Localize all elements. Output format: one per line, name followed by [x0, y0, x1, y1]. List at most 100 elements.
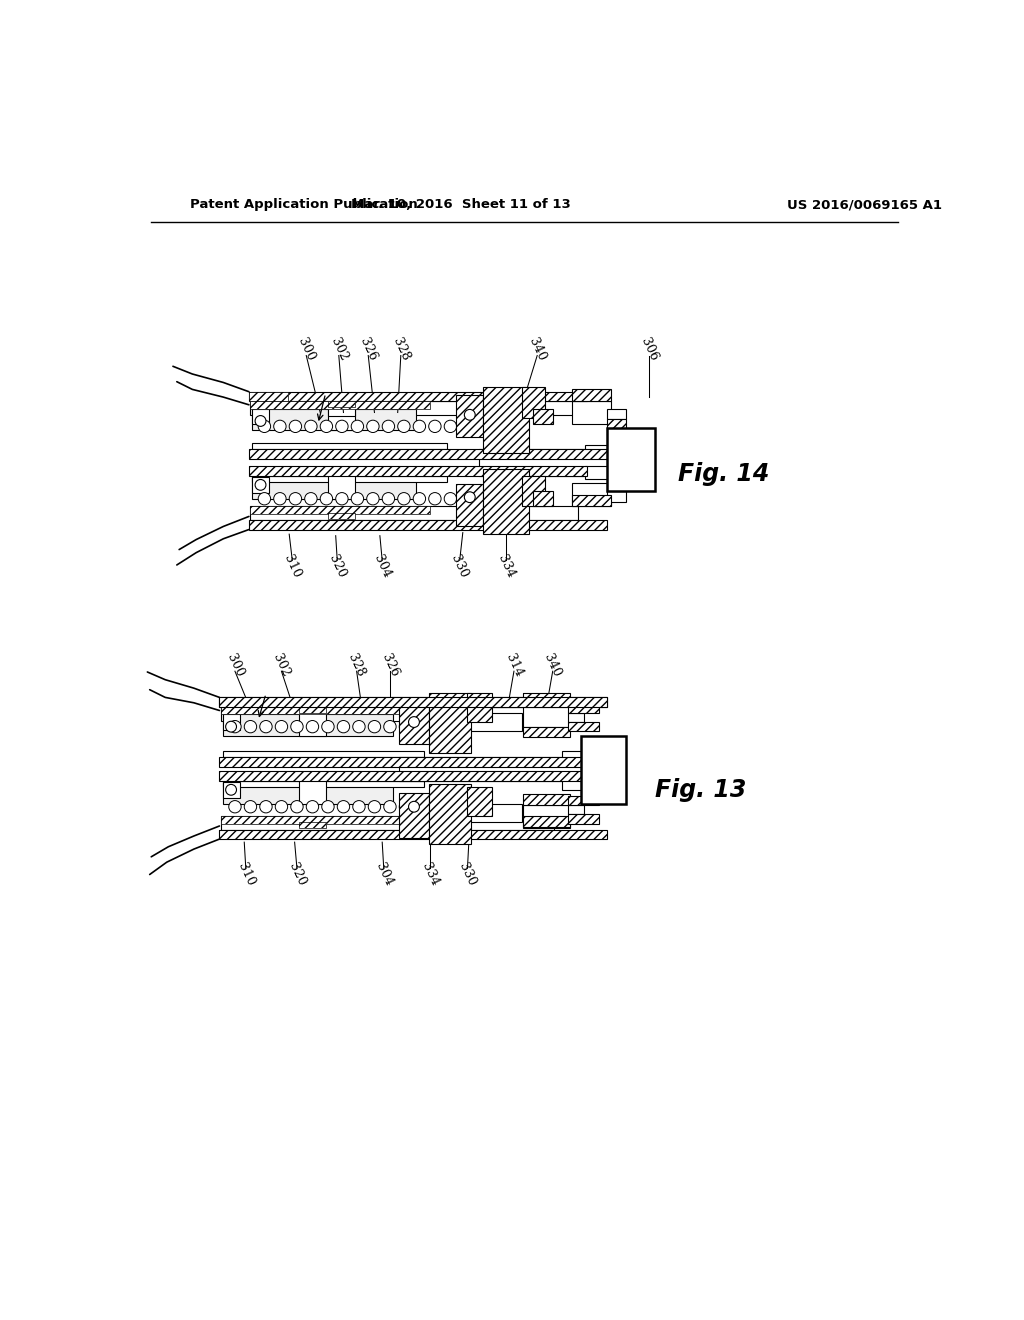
- Circle shape: [228, 721, 241, 733]
- Bar: [572, 389, 611, 401]
- Bar: [568, 713, 584, 722]
- Text: 302: 302: [328, 335, 350, 363]
- Bar: [483, 469, 529, 535]
- Bar: [607, 491, 627, 502]
- Bar: [582, 737, 627, 804]
- Text: Patent Application Publication: Patent Application Publication: [190, 198, 418, 211]
- Bar: [399, 793, 429, 837]
- Circle shape: [275, 721, 288, 733]
- Text: 300: 300: [295, 335, 317, 363]
- Bar: [328, 401, 355, 407]
- Bar: [429, 784, 471, 843]
- Circle shape: [337, 721, 349, 733]
- Bar: [249, 449, 607, 459]
- Bar: [219, 830, 607, 840]
- Text: US 2016/0069165 A1: US 2016/0069165 A1: [786, 198, 942, 211]
- Circle shape: [245, 721, 257, 733]
- Bar: [534, 409, 553, 424]
- Text: 328: 328: [390, 335, 412, 363]
- Text: 340: 340: [542, 652, 563, 678]
- Bar: [251, 401, 430, 409]
- Bar: [607, 480, 627, 491]
- Bar: [299, 706, 326, 737]
- Bar: [432, 788, 468, 829]
- Bar: [523, 726, 569, 738]
- Bar: [456, 395, 483, 437]
- Bar: [568, 704, 599, 713]
- Text: 320: 320: [286, 861, 308, 888]
- Text: 340: 340: [526, 335, 548, 363]
- Bar: [523, 795, 569, 805]
- Bar: [249, 466, 587, 475]
- Circle shape: [460, 420, 472, 433]
- Text: 326: 326: [357, 335, 379, 363]
- Text: 300: 300: [224, 652, 246, 678]
- Bar: [221, 816, 407, 824]
- Bar: [429, 804, 521, 822]
- Bar: [534, 491, 553, 507]
- Bar: [521, 387, 545, 418]
- Bar: [219, 830, 607, 840]
- Circle shape: [430, 800, 442, 813]
- Circle shape: [322, 800, 334, 813]
- Bar: [222, 714, 393, 737]
- Bar: [252, 409, 417, 430]
- Circle shape: [444, 420, 457, 433]
- Bar: [221, 706, 554, 721]
- Bar: [467, 693, 493, 722]
- Bar: [429, 784, 471, 843]
- Circle shape: [321, 420, 333, 433]
- Circle shape: [382, 420, 394, 433]
- Circle shape: [228, 800, 241, 813]
- Circle shape: [291, 721, 303, 733]
- Bar: [568, 796, 599, 805]
- Circle shape: [225, 784, 237, 795]
- Bar: [299, 822, 326, 829]
- Bar: [429, 693, 471, 752]
- Circle shape: [351, 492, 364, 504]
- Circle shape: [352, 800, 366, 813]
- Bar: [568, 722, 599, 731]
- Circle shape: [415, 721, 427, 733]
- Circle shape: [369, 721, 381, 733]
- Bar: [523, 805, 569, 829]
- Bar: [252, 475, 447, 482]
- Bar: [328, 407, 355, 416]
- Circle shape: [260, 721, 272, 733]
- Bar: [568, 814, 599, 824]
- Bar: [399, 793, 429, 837]
- Text: Fig. 14: Fig. 14: [678, 462, 770, 486]
- Bar: [219, 697, 607, 706]
- Bar: [568, 704, 599, 713]
- Circle shape: [351, 420, 364, 433]
- Circle shape: [321, 492, 333, 504]
- Bar: [523, 693, 569, 704]
- Circle shape: [429, 420, 441, 433]
- Bar: [219, 771, 607, 780]
- Bar: [252, 409, 269, 424]
- Bar: [249, 520, 607, 529]
- Text: 304: 304: [373, 861, 394, 888]
- Bar: [299, 706, 326, 713]
- Circle shape: [409, 801, 420, 812]
- Circle shape: [384, 721, 396, 733]
- Bar: [328, 470, 355, 499]
- Bar: [399, 700, 429, 743]
- Text: 330: 330: [449, 553, 471, 579]
- Bar: [523, 693, 569, 704]
- Bar: [252, 478, 269, 492]
- Bar: [483, 469, 529, 535]
- Bar: [467, 787, 493, 816]
- Circle shape: [273, 492, 286, 504]
- Circle shape: [291, 800, 303, 813]
- Bar: [429, 693, 471, 752]
- Circle shape: [337, 800, 349, 813]
- Circle shape: [275, 800, 288, 813]
- Bar: [572, 389, 611, 401]
- Circle shape: [399, 721, 412, 733]
- Circle shape: [336, 420, 348, 433]
- Bar: [221, 816, 407, 824]
- Bar: [222, 714, 240, 730]
- Bar: [534, 491, 553, 507]
- Circle shape: [429, 492, 441, 504]
